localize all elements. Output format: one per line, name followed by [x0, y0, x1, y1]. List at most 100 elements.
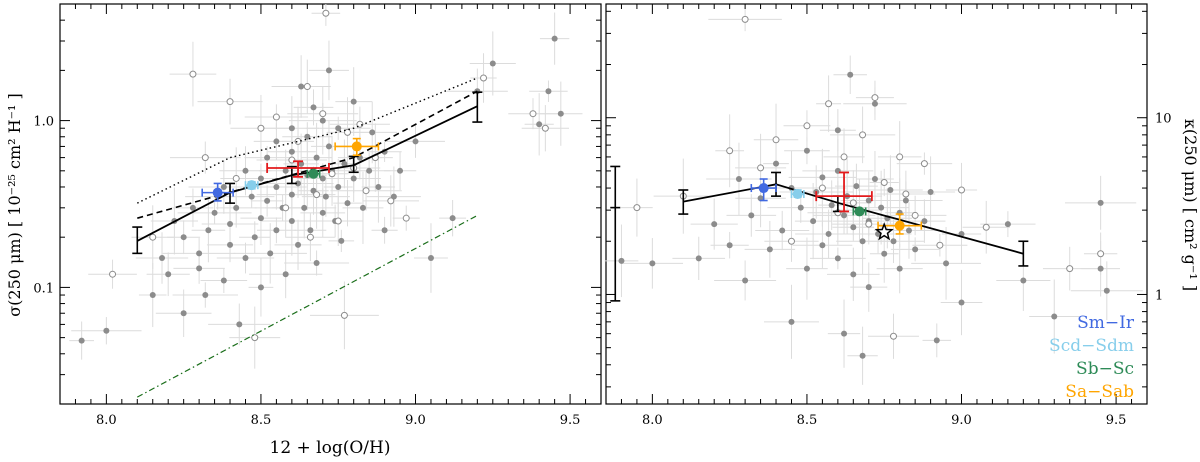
- galaxy-point: [103, 327, 110, 334]
- y-tick-label: 10: [1155, 112, 1172, 127]
- x-axis-label: 12 + log(O/H): [270, 438, 391, 458]
- galaxy-point: [1051, 313, 1058, 320]
- galaxy-point-open: [1097, 250, 1105, 258]
- galaxy-point: [366, 167, 373, 174]
- galaxy-point: [322, 193, 329, 200]
- galaxy-point: [335, 125, 342, 132]
- class-point: [854, 206, 865, 217]
- galaxy-point-open: [726, 147, 734, 155]
- galaxy-point: [1097, 199, 1104, 206]
- galaxy-point: [350, 175, 357, 182]
- galaxy-point: [227, 220, 234, 227]
- galaxy-point: [298, 160, 305, 167]
- galaxy-point: [890, 238, 897, 245]
- galaxy-point-open: [356, 120, 364, 128]
- galaxy-point: [341, 160, 348, 167]
- galaxy-point: [338, 237, 345, 244]
- legend-entry: Scd−Sdm: [1049, 336, 1134, 356]
- class-point: [246, 180, 257, 191]
- galaxy-point: [695, 255, 702, 262]
- galaxy-point: [726, 242, 733, 249]
- galaxy-point-open: [911, 211, 919, 219]
- galaxy-point: [797, 204, 804, 211]
- legend: Sm−Ir Scd−Sdm Sb−Sc Sa−Sab: [1049, 313, 1135, 402]
- galaxy-point: [859, 352, 866, 359]
- galaxy-point: [196, 265, 203, 272]
- galaxy-point-open: [982, 223, 990, 231]
- galaxy-point: [912, 246, 919, 253]
- galaxy-point: [1020, 277, 1027, 284]
- galaxy-point-open: [529, 110, 537, 118]
- x-tick-label: 8.5: [251, 413, 272, 428]
- galaxy-point: [1004, 221, 1011, 228]
- galaxy-point: [489, 60, 496, 67]
- x-tick-label: 9.5: [560, 413, 581, 428]
- galaxy-point-open: [871, 94, 879, 102]
- galaxy-point: [180, 310, 187, 317]
- galaxy-point: [307, 227, 314, 234]
- galaxy-point: [282, 167, 289, 174]
- galaxy-point: [325, 143, 332, 150]
- galaxy-point: [149, 292, 156, 299]
- galaxy-point-open: [787, 237, 795, 245]
- galaxy-point: [273, 227, 280, 234]
- galaxy-point: [264, 197, 271, 204]
- galaxy-point-open: [818, 184, 826, 192]
- galaxy-point-open: [319, 110, 327, 118]
- galaxy-point-open: [109, 270, 117, 278]
- galaxy-point: [251, 234, 258, 241]
- galaxy-point: [841, 212, 848, 219]
- y-tick-label: 1.0: [33, 115, 54, 130]
- galaxy-point: [298, 83, 305, 90]
- galaxy-point: [1103, 287, 1110, 294]
- galaxy-point-open: [362, 187, 370, 195]
- galaxy-point: [905, 227, 912, 234]
- galaxy-point: [711, 221, 718, 228]
- galaxy-point: [871, 100, 878, 107]
- galaxy-point: [847, 71, 854, 78]
- galaxy-point-open: [322, 9, 330, 17]
- galaxy-point: [850, 271, 857, 278]
- galaxy-point: [881, 250, 888, 257]
- galaxy-point: [841, 330, 848, 337]
- galaxy-point-open: [257, 124, 265, 132]
- galaxy-point: [850, 224, 857, 231]
- star-marker: [874, 222, 894, 241]
- galaxy-point: [958, 299, 965, 306]
- galaxy-point: [202, 292, 209, 299]
- galaxy-point-open: [859, 131, 867, 139]
- galaxy-point: [205, 227, 212, 234]
- galaxy-point: [288, 191, 295, 198]
- galaxy-point: [921, 218, 928, 225]
- galaxy-point: [257, 175, 264, 182]
- galaxy-point: [397, 167, 404, 174]
- galaxy-point: [159, 255, 166, 262]
- galaxy-point-open: [402, 214, 410, 222]
- galaxy-point: [180, 234, 187, 241]
- galaxy-point: [933, 337, 940, 344]
- galaxy-point: [319, 117, 326, 124]
- galaxy-point-open: [803, 122, 811, 130]
- galaxy-point: [242, 167, 249, 174]
- galaxy-point-open: [633, 204, 641, 212]
- galaxy-point: [335, 183, 342, 190]
- galaxy-point: [871, 176, 878, 183]
- galaxy-point-open: [232, 174, 240, 182]
- plot-area: [604, 7, 1143, 385]
- galaxy-point: [267, 250, 274, 257]
- galaxy-point-open: [340, 311, 348, 319]
- galaxy-point: [78, 337, 85, 344]
- galaxy-point-open: [480, 74, 488, 82]
- galaxy-point: [220, 183, 227, 190]
- legend-entry: Sb−Sc: [1076, 359, 1134, 379]
- galaxy-point: [412, 138, 419, 145]
- galaxy-point: [819, 242, 826, 249]
- galaxy-point: [536, 121, 543, 128]
- galaxy-point: [227, 241, 234, 248]
- galaxy-point-open: [1066, 265, 1074, 273]
- galaxy-point: [196, 250, 203, 257]
- galaxy-point-open: [313, 191, 321, 199]
- galaxy-point: [803, 147, 810, 154]
- x-tick-label: 8.0: [642, 413, 663, 428]
- galaxy-point: [288, 218, 295, 225]
